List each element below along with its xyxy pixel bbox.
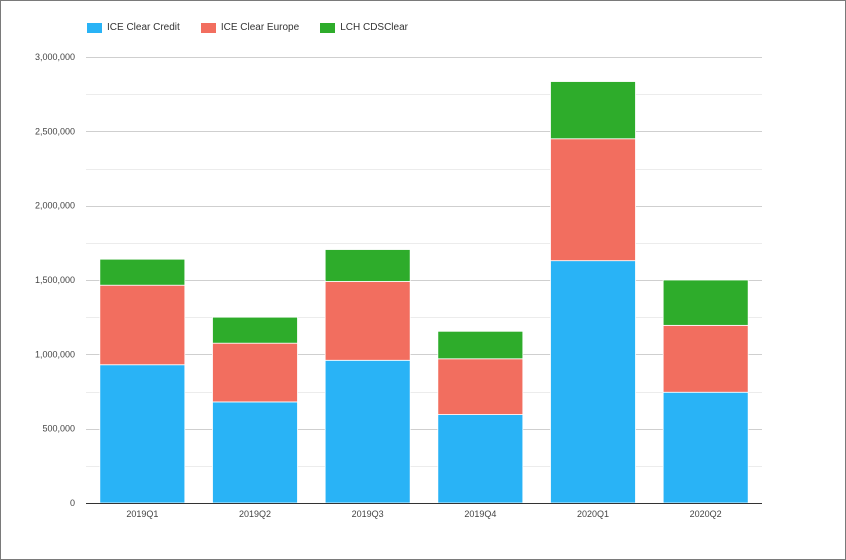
bar-ice-clear-credit-2019q2 bbox=[212, 401, 298, 504]
legend-item-ice-clear-europe[interactable]: ICE Clear Europe bbox=[200, 22, 300, 33]
y-tick-label: 3,000,000 bbox=[35, 52, 75, 62]
y-tick-label: 1,500,000 bbox=[35, 275, 75, 285]
bar-ice-clear-europe-2020q1 bbox=[550, 138, 636, 262]
legend-swatch-ice-clear-europe bbox=[200, 22, 216, 33]
y-tick-label: 1,000,000 bbox=[35, 349, 75, 359]
y-tick-label: 2,500,000 bbox=[35, 126, 75, 136]
legend-label-lch-cdsclear: LCH CDSClear bbox=[340, 22, 408, 33]
bar-lch-cdsclear-2019q1 bbox=[99, 258, 186, 286]
x-tick-label: 2019Q3 bbox=[352, 509, 384, 519]
legend-item-lch-cdsclear[interactable]: LCH CDSClear bbox=[320, 22, 408, 33]
legend-label-ice-clear-europe: ICE Clear Europe bbox=[220, 22, 300, 33]
x-tick-label: 2019Q1 bbox=[126, 509, 158, 519]
legend-swatch-ice-clear-credit bbox=[87, 22, 102, 33]
bar-ice-clear-europe-2019q3 bbox=[324, 281, 411, 361]
x-tick-label: 2020Q2 bbox=[690, 509, 722, 519]
chart-legend: ICE Clear Credit ICE Clear Europe LCH CD… bbox=[87, 22, 429, 33]
x-tick-label: 2019Q2 bbox=[239, 509, 271, 519]
bar-ice-clear-credit-2020q2 bbox=[662, 391, 749, 504]
y-tick-label: 500,000 bbox=[42, 424, 75, 434]
bar-ice-clear-europe-2019q4 bbox=[437, 358, 524, 415]
bar-ice-clear-credit-2019q4 bbox=[437, 414, 524, 504]
bar-lch-cdsclear-2019q4 bbox=[437, 330, 524, 360]
bar-lch-cdsclear-2020q1 bbox=[550, 81, 636, 140]
bar-ice-clear-europe-2020q2 bbox=[662, 324, 749, 393]
bar-ice-clear-credit-2020q1 bbox=[550, 260, 636, 504]
y-tick-label: 0 bbox=[70, 498, 75, 508]
legend-item-ice-clear-credit[interactable]: ICE Clear Credit bbox=[87, 22, 180, 33]
legend-swatch-lch-cdsclear bbox=[320, 22, 336, 33]
legend-label-ice-clear-credit: ICE Clear Credit bbox=[107, 22, 180, 33]
bar-ice-clear-europe-2019q2 bbox=[212, 342, 298, 403]
y-tick-label: 2,000,000 bbox=[35, 201, 75, 211]
bar-lch-cdsclear-2020q2 bbox=[662, 279, 749, 326]
bar-ice-clear-credit-2019q3 bbox=[324, 359, 411, 504]
x-tick-label: 2020Q1 bbox=[577, 509, 609, 519]
bar-ice-clear-europe-2019q1 bbox=[99, 284, 186, 366]
bar-lch-cdsclear-2019q3 bbox=[324, 249, 411, 282]
bar-lch-cdsclear-2019q2 bbox=[212, 316, 298, 344]
x-tick-label: 2019Q4 bbox=[464, 509, 496, 519]
bar-ice-clear-credit-2019q1 bbox=[99, 364, 186, 504]
